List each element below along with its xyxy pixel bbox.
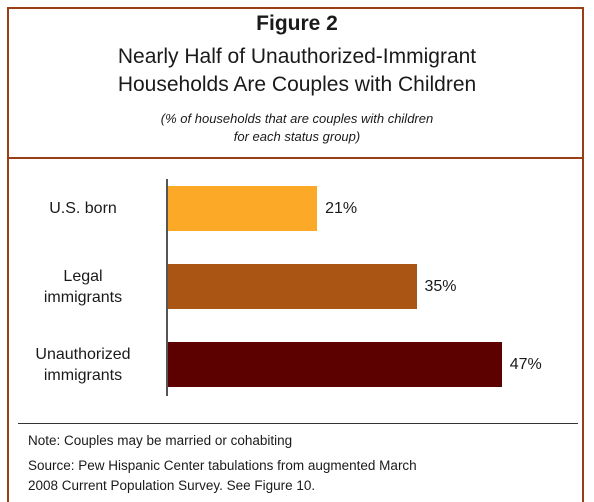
category-label-1: U.S. born — [8, 198, 158, 219]
subtitle-line-1: (% of households that are couples with c… — [160, 111, 434, 126]
left-border — [7, 159, 9, 502]
value-label-3: 47% — [509, 355, 542, 373]
category-label-1-line-1: U.S. born — [49, 200, 117, 217]
category-label-2-line-1: Legal — [63, 267, 103, 285]
bar-2 — [168, 264, 417, 309]
value-label-2: 35% — [424, 277, 457, 295]
chart-note: Note: Couples may be married or cohabiti… — [28, 433, 293, 448]
bar-1 — [168, 186, 318, 231]
y-axis-line — [166, 179, 168, 396]
chart-subtitle: (% of households that are couples with c… — [0, 110, 594, 146]
category-label-2-line-2: immigrants — [43, 288, 123, 306]
bar-3 — [168, 342, 502, 387]
category-label-2: Legal immigrants — [8, 266, 158, 308]
figure-label: Figure 2 — [256, 12, 338, 35]
value-label-1: 21% — [325, 199, 358, 217]
right-border — [582, 159, 584, 502]
category-label-3: Unauthorized immigrants — [8, 344, 158, 386]
chart-source: Source: Pew Hispanic Center tabulations … — [28, 456, 568, 496]
chart-title: Nearly Half of Unauthorized-Immigrant Ho… — [0, 43, 594, 99]
title-line-2: Households Are Couples with Children — [117, 73, 477, 96]
category-label-3-line-1: Unauthorized — [35, 345, 131, 363]
source-line-1: Source: Pew Hispanic Center tabulations … — [28, 458, 417, 473]
subtitle-line-2: for each status group) — [233, 129, 361, 144]
category-label-3-line-2: immigrants — [43, 366, 123, 384]
source-line-2: 2008 Current Population Survey. See Figu… — [28, 478, 316, 493]
title-line-1: Nearly Half of Unauthorized-Immigrant — [117, 45, 477, 68]
title-frame — [7, 7, 584, 159]
footer-rule — [18, 423, 578, 424]
